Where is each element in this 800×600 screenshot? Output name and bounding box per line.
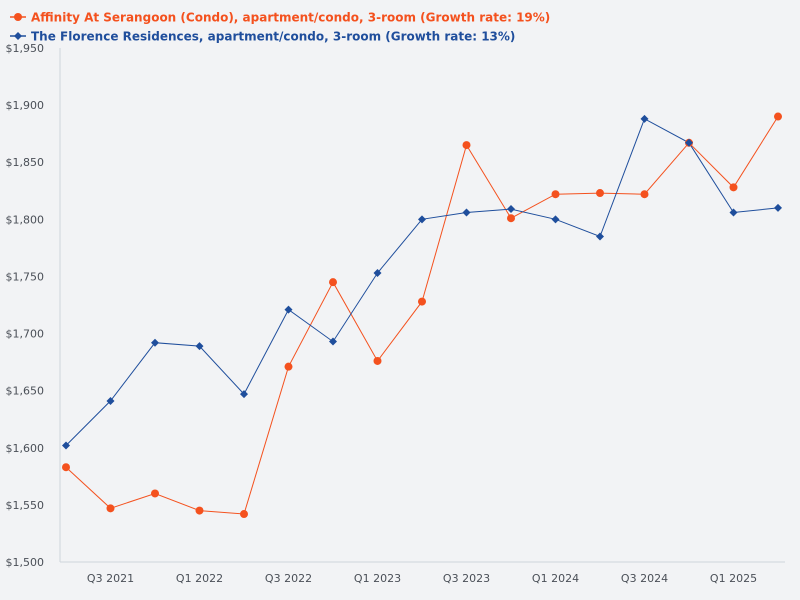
- data-point-florence[interactable]: [240, 390, 248, 399]
- x-tick-label: Q1 2025: [710, 572, 757, 585]
- x-tick-label: Q3 2022: [265, 572, 312, 585]
- data-point-affinity[interactable]: [151, 489, 159, 498]
- y-tick-label: $1,650: [6, 385, 45, 398]
- legend-entry-affinity[interactable]: Affinity At Serangoon (Condo), apartment…: [10, 11, 550, 25]
- data-point-affinity[interactable]: [640, 190, 649, 199]
- legend: Affinity At Serangoon (Condo), apartment…: [10, 11, 550, 44]
- x-tick-label: Q3 2024: [621, 572, 668, 585]
- y-tick-label: $1,500: [6, 556, 45, 569]
- y-tick-label: $1,950: [6, 42, 45, 55]
- data-point-affinity[interactable]: [729, 183, 738, 192]
- series-line-affinity: [65, 116, 779, 515]
- x-tick-label: Q1 2024: [532, 572, 579, 585]
- data-point-affinity[interactable]: [106, 504, 115, 513]
- legend-marker-florence: [14, 32, 22, 40]
- data-point-florence[interactable]: [551, 215, 560, 224]
- data-point-florence[interactable]: [195, 342, 204, 351]
- data-point-florence[interactable]: [62, 441, 70, 450]
- data-point-florence[interactable]: [729, 208, 738, 217]
- data-point-florence[interactable]: [685, 138, 693, 147]
- x-tick-label: Q3 2021: [87, 572, 134, 585]
- y-tick-label: $1,700: [6, 328, 45, 341]
- data-point-florence[interactable]: [418, 215, 426, 224]
- y-tick-label: $1,550: [6, 499, 45, 512]
- legend-label-florence: The Florence Residences, apartment/condo…: [31, 30, 515, 44]
- legend-entry-florence[interactable]: The Florence Residences, apartment/condo…: [10, 30, 515, 44]
- data-point-affinity[interactable]: [284, 362, 293, 371]
- data-point-affinity[interactable]: [329, 278, 337, 287]
- data-point-affinity[interactable]: [373, 356, 382, 365]
- data-point-affinity[interactable]: [507, 214, 515, 223]
- series-line-florence: [65, 118, 779, 446]
- data-point-affinity[interactable]: [418, 297, 426, 306]
- x-tick-label: Q3 2023: [443, 572, 490, 585]
- data-point-florence[interactable]: [640, 114, 649, 123]
- x-tick-label: Q1 2023: [354, 572, 401, 585]
- data-point-affinity[interactable]: [774, 112, 782, 121]
- x-axis-ticks: Q3 2021 Q1 2022 Q3 2022 Q1 2023 Q3 2023 Q1 20…: [87, 572, 757, 585]
- data-point-florence[interactable]: [151, 338, 159, 347]
- y-tick-label: $1,750: [6, 270, 45, 283]
- data-point-florence[interactable]: [596, 232, 604, 241]
- y-tick-label: $1,800: [6, 213, 45, 226]
- y-axis-ticks: $1,500 $1,550 $1,600 $1,650 $1,700 $1,750 $1,8…: [6, 42, 45, 569]
- data-point-affinity[interactable]: [462, 141, 471, 150]
- series-layer: [62, 112, 782, 519]
- data-point-florence[interactable]: [373, 269, 382, 278]
- x-tick-label: Q1 2022: [176, 572, 223, 585]
- data-point-florence[interactable]: [106, 396, 115, 405]
- data-point-florence[interactable]: [462, 208, 471, 217]
- data-point-affinity[interactable]: [596, 189, 604, 198]
- legend-label-affinity: Affinity At Serangoon (Condo), apartment…: [31, 11, 550, 25]
- data-point-florence[interactable]: [284, 305, 293, 314]
- data-point-florence[interactable]: [329, 337, 337, 346]
- data-point-florence[interactable]: [507, 205, 515, 214]
- y-tick-label: $1,850: [6, 156, 45, 169]
- legend-marker-affinity: [14, 13, 22, 21]
- data-point-affinity[interactable]: [240, 510, 248, 519]
- data-point-affinity[interactable]: [62, 463, 70, 472]
- y-tick-label: $1,600: [6, 442, 45, 455]
- y-tick-label: $1,900: [6, 99, 45, 112]
- data-point-florence[interactable]: [774, 203, 782, 212]
- data-point-affinity[interactable]: [195, 506, 204, 515]
- data-point-affinity[interactable]: [551, 190, 560, 199]
